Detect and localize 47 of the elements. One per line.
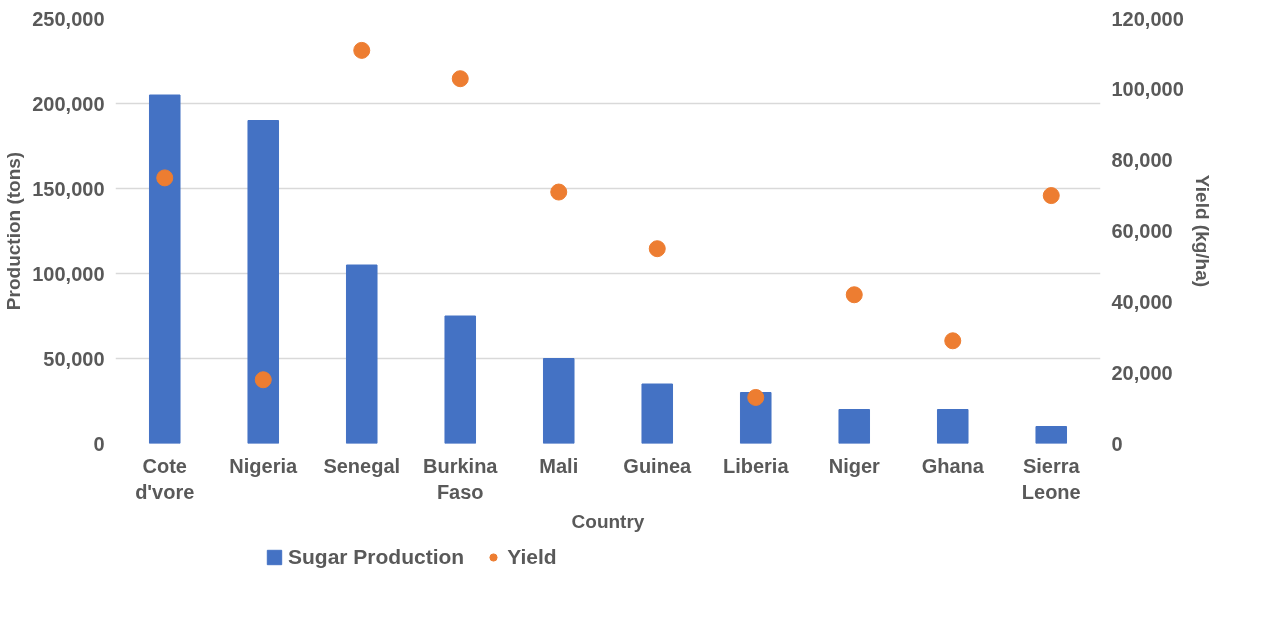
bar — [936, 409, 969, 444]
x-tick-label: Niger — [828, 454, 881, 477]
legend-label: Sugar Production — [288, 545, 465, 569]
y-tick-label: 150,000 — [32, 177, 105, 200]
point — [156, 169, 174, 187]
x-tick-label: Senegal — [323, 454, 401, 477]
y2-tick-label: 60,000 — [1111, 220, 1173, 242]
x-tick-label: Guinea — [623, 454, 693, 477]
bar — [542, 358, 575, 444]
x-tick-label: Liberia — [722, 454, 790, 477]
y2-tick-label: 0 — [1111, 432, 1123, 455]
x-tick-label: Sierra Leone — [1021, 454, 1081, 503]
legend-label: Yield — [507, 545, 557, 569]
y2-tick-label: 80,000 — [1111, 149, 1173, 172]
y2-axis-title: Yield (kg/ha) — [1191, 174, 1213, 288]
y2-tick-label: 40,000 — [1111, 290, 1173, 313]
point — [1042, 187, 1060, 205]
y-tick-label: 250,000 — [32, 7, 105, 30]
point — [648, 240, 666, 258]
point — [550, 183, 568, 201]
bar — [148, 94, 181, 444]
bar — [1035, 426, 1068, 444]
bar — [838, 409, 871, 444]
bar — [641, 383, 674, 444]
y-tick-label: 200,000 — [32, 92, 105, 115]
bar — [247, 120, 280, 444]
y-axis-title: Production (tons) — [3, 151, 25, 311]
bar — [345, 264, 378, 444]
x-tick-label: Ghana — [921, 454, 985, 477]
bar — [444, 315, 477, 444]
point — [451, 70, 469, 88]
x-tick-label: Mali — [539, 454, 579, 477]
y2-tick-label: 100,000 — [1111, 78, 1184, 101]
y-tick-label: 100,000 — [32, 262, 105, 285]
x-tick-label: Nigeria — [229, 454, 299, 477]
y-tick-label: 0 — [93, 432, 105, 455]
x-tick-label: Cote d'vore — [135, 454, 195, 503]
point — [944, 332, 962, 350]
point — [254, 371, 272, 389]
point — [845, 286, 863, 304]
y2-tick-label: 120,000 — [1111, 7, 1184, 30]
y2-tick-label: 20,000 — [1111, 361, 1173, 384]
point — [747, 388, 765, 406]
point — [353, 41, 371, 59]
x-tick-label: Burkina Faso — [423, 454, 499, 503]
y-tick-label: 50,000 — [43, 347, 105, 370]
x-axis-title: Country — [571, 510, 645, 532]
